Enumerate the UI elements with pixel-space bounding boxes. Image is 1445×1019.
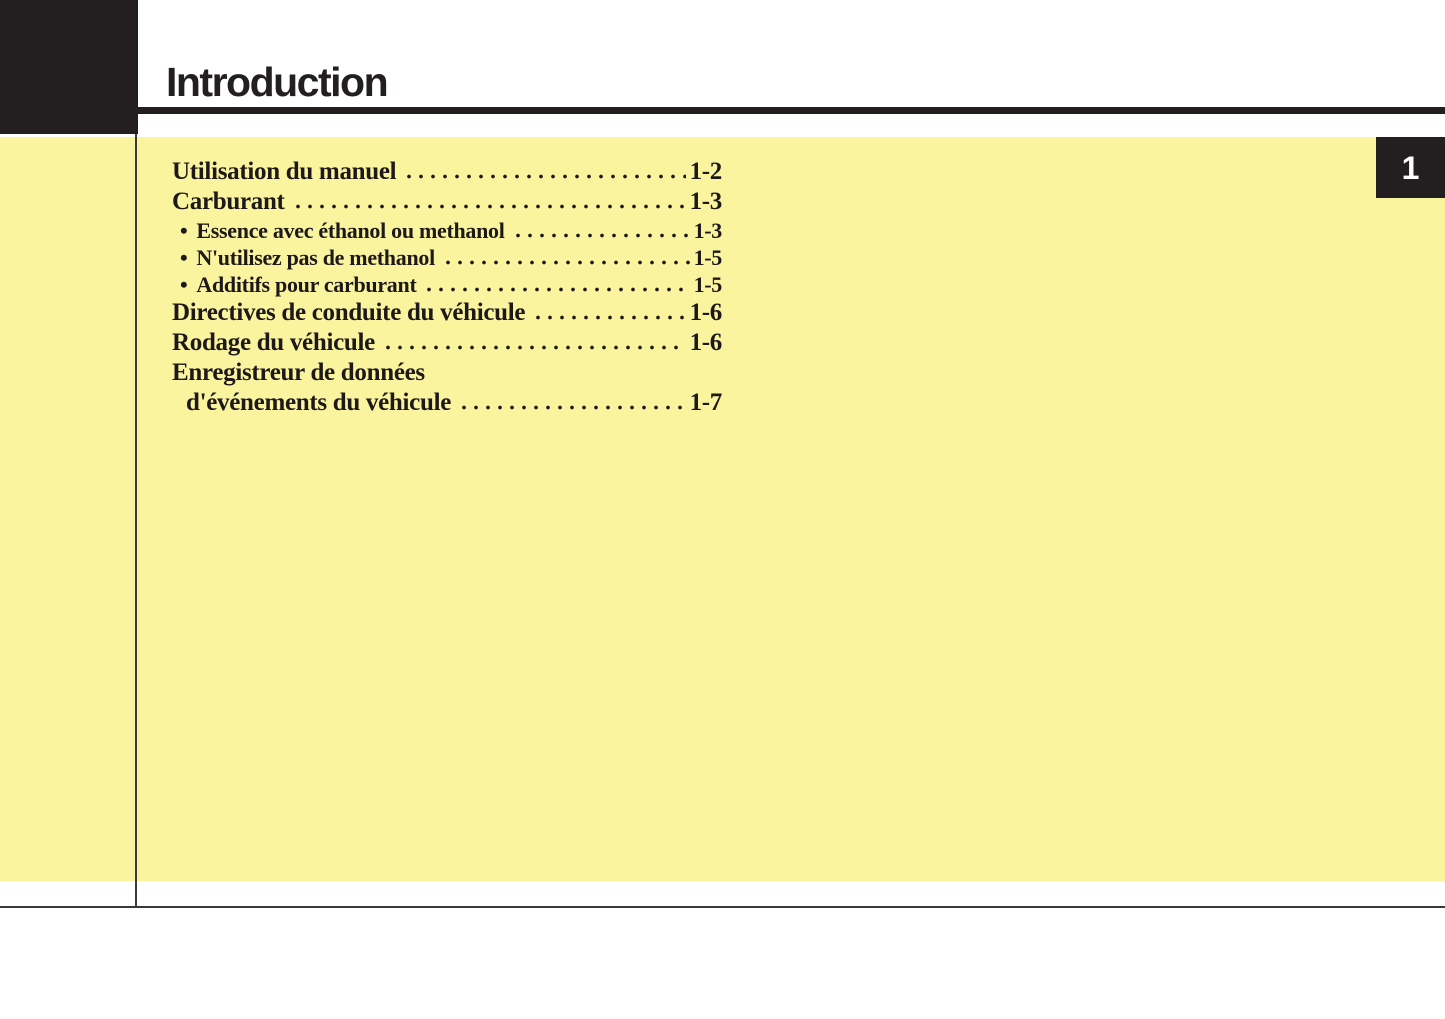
toc-entry-page: 1-6	[689, 299, 723, 326]
dot-leader	[423, 287, 690, 292]
toc-entry-page: 1-5	[693, 272, 723, 297]
toc-entry-page: 1-2	[689, 158, 723, 185]
dot-leader	[458, 405, 686, 410]
dot-leader	[403, 174, 686, 179]
bottom-rule	[0, 906, 1445, 908]
bullet-icon: •	[180, 218, 188, 243]
dot-leader	[532, 315, 686, 320]
section-tab: 1	[1376, 137, 1445, 198]
toc-entry-label: Directives de conduite du véhicule	[172, 299, 526, 326]
toc-entry: Directives de conduite du véhicule 1-6	[172, 298, 722, 328]
title-rule	[138, 107, 1445, 114]
toc-entry: Utilisation du manuel 1-2	[172, 157, 722, 187]
toc-entry-label: Additifs pour carburant	[196, 272, 417, 297]
toc-entry-page: 1-3	[689, 188, 723, 215]
toc-entry: Rodage du véhicule 1-6	[172, 328, 722, 358]
bullet-icon: •	[180, 272, 188, 297]
bullet-icon: •	[180, 245, 188, 270]
toc-entry: Enregistreur de données	[172, 358, 722, 388]
toc-entry: • N'utilisez pas de methanol 1-5	[172, 244, 722, 271]
vertical-divider	[135, 134, 137, 908]
toc-entry: Carburant 1-3	[172, 187, 722, 217]
toc-entry-page: 1-6	[689, 329, 723, 356]
toc-entry-label: d'événements du véhicule	[186, 389, 452, 416]
toc-entry-label: Essence avec éthanol ou methanol	[196, 218, 505, 243]
toc-entry-label: Carburant	[172, 188, 285, 215]
toc-entry: • Essence avec éthanol ou methanol 1-3	[172, 217, 722, 244]
toc-entry: d'événements du véhicule 1-7	[172, 388, 722, 418]
dot-leader	[291, 204, 686, 209]
toc-entry-label: Rodage du véhicule	[172, 329, 375, 356]
corner-block	[0, 0, 138, 134]
toc-entry-page: 1-5	[693, 245, 723, 270]
toc-entry-label: Utilisation du manuel	[172, 158, 397, 185]
section-tab-number: 1	[1401, 149, 1420, 186]
toc-entry-page: 1-7	[689, 389, 723, 416]
toc-entry-label: N'utilisez pas de methanol	[196, 245, 435, 270]
dot-leader	[441, 260, 690, 265]
content-panel	[0, 137, 1445, 881]
dot-leader	[511, 233, 690, 238]
toc-entry-page: 1-3	[693, 218, 723, 243]
table-of-contents: Utilisation du manuel 1-2 Carburant 1-3 • Ess…	[172, 157, 722, 418]
toc-entry: • Additifs pour carburant 1-5	[172, 271, 722, 298]
toc-entry-label: Enregistreur de données	[172, 359, 425, 386]
page-title: Introduction	[166, 59, 389, 105]
dot-leader	[381, 345, 686, 350]
